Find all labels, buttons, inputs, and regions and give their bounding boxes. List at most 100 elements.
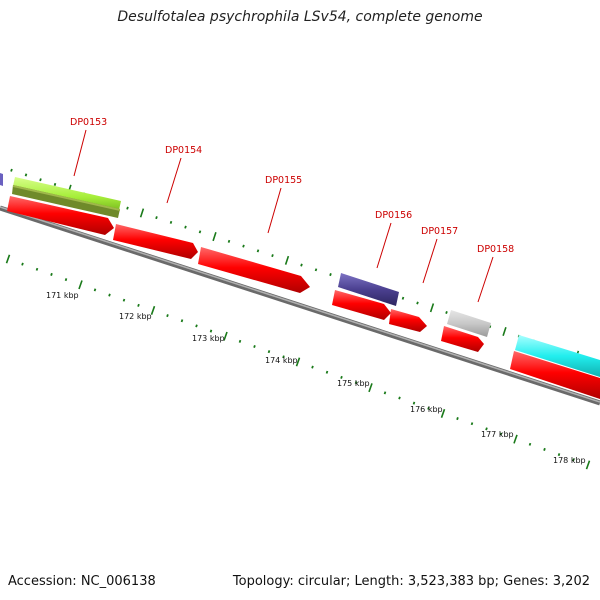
svg-text:DP0155: DP0155 [265,175,302,186]
minor-tick [528,442,532,446]
minor-tick [39,178,42,182]
minor-tick [543,447,546,451]
minor-tick [53,182,57,186]
cds-DP0157 [389,309,427,332]
major-tick [284,255,290,265]
feature-olive [12,185,120,218]
svg-text:DP0154: DP0154 [165,145,202,156]
major-tick [223,331,228,341]
minor-tick [93,288,97,292]
minor-tick [557,453,561,457]
major-tick [585,460,591,470]
lower-tick-track [5,254,591,470]
minor-tick [126,206,129,210]
minor-tick [485,427,488,431]
minor-tick [340,375,343,379]
genome-backbone [0,205,600,406]
svg-text:DP0158: DP0158 [477,244,514,255]
minor-tick [282,355,285,359]
minor-tick [398,396,401,400]
minor-tick [253,345,256,348]
minor-tick [180,319,184,323]
gene-label-DP0156: DP0156 [375,210,412,269]
feature-gray [447,310,491,337]
minor-tick [325,370,329,374]
minor-tick [21,262,24,266]
feature-lime [13,177,121,210]
minor-tick [572,458,575,462]
gene-label-DP0154: DP0154 [165,145,202,204]
major-tick [295,357,301,367]
major-tick [150,305,156,315]
cds-DP0158 [441,326,484,352]
feature-cyan [515,335,600,377]
minor-tick [24,173,28,177]
minor-tick [354,381,358,385]
genome-summary-text: Topology: circular; Length: 3,523,383 bp… [232,574,590,589]
feature-left-edge [0,173,3,186]
minor-tick [242,244,245,248]
major-tick [440,408,446,418]
gene-label-DP0158: DP0158 [477,244,514,303]
minor-tick [329,273,332,277]
cds-right-edge [510,351,600,399]
cds-DP0156 [332,290,391,320]
gene-label-DP0157: DP0157 [421,226,458,284]
minor-tick [383,391,387,395]
minor-tick [198,230,202,234]
major-tick [5,254,11,264]
minor-tick [238,339,242,343]
minor-tick [300,263,303,267]
major-tick [368,383,373,393]
minor-tick [470,422,474,426]
cds-DP0154 [113,224,198,259]
gene-label-DP0155: DP0155 [265,175,302,234]
minor-tick [166,314,169,318]
kbp-label: 171 kbp [46,291,79,300]
minor-tick [256,249,260,253]
minor-tick [184,225,187,229]
minor-tick [108,293,111,297]
minor-tick [271,254,274,258]
kbp-label: 178 kbp [553,456,586,465]
kbp-label: 175 kbp [337,379,370,388]
minor-tick [209,329,213,333]
minor-tick [412,401,416,405]
major-tick [513,434,518,444]
svg-text:DP0157: DP0157 [421,226,458,237]
minor-tick [311,365,314,369]
minor-tick [64,278,68,282]
kbp-label: 174 kbp [265,356,298,365]
major-tick [212,232,217,242]
minor-tick [267,350,271,354]
major-tick [139,208,145,218]
kbp-labels: 171 kbp 172 kbp 173 kbp 174 kbp 175 kbp … [46,291,586,465]
cds-DP0155 [198,247,310,293]
minor-tick [488,325,492,329]
minor-tick [169,220,173,224]
major-tick [429,303,435,313]
gene-label-DP0153: DP0153 [70,117,107,177]
minor-tick [122,298,126,302]
upper-tick-track [10,168,593,362]
minor-tick [314,268,318,272]
minor-tick [499,432,503,436]
minor-tick [416,301,419,305]
minor-tick [35,267,39,271]
kbp-label: 177 kbp [481,430,514,439]
svg-text:DP0153: DP0153 [70,117,107,128]
minor-tick [195,324,198,328]
minor-tick [137,303,140,307]
major-tick [502,326,507,336]
major-tick [78,280,83,290]
accession-text: Accession: NC_006138 [8,574,156,589]
minor-tick [401,296,405,300]
minor-tick [427,406,430,410]
svg-text:DP0156: DP0156 [375,210,412,221]
minor-tick [155,216,158,220]
minor-tick [456,417,459,421]
kbp-label: 173 kbp [192,334,225,343]
kbp-label: 172 kbp [119,312,152,321]
kbp-label: 176 kbp [410,405,443,414]
